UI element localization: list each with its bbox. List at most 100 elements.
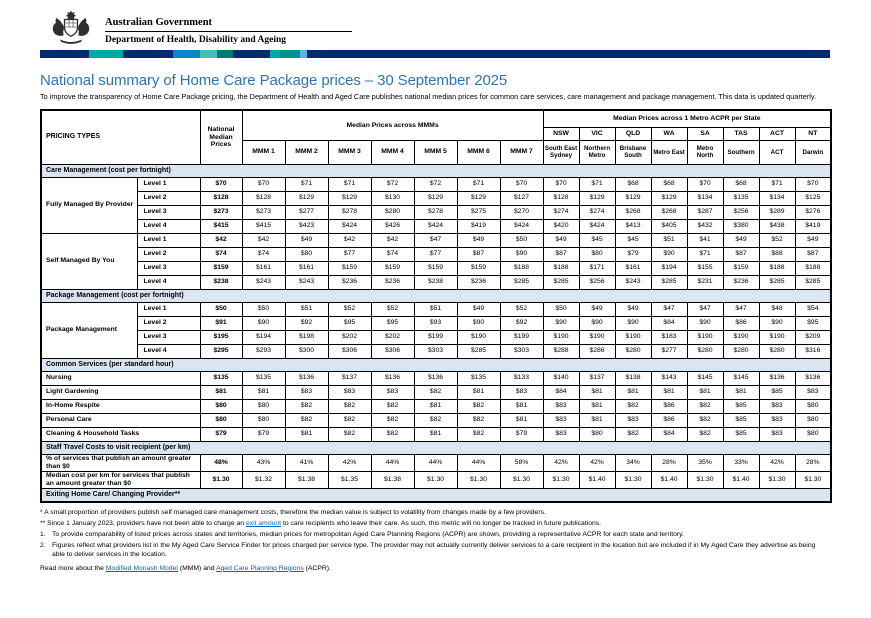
price-cell: $85 (722, 412, 760, 428)
price-cell: $49 (456, 232, 501, 248)
price-cell: $133 (499, 370, 544, 386)
price-cell: $48 (758, 301, 796, 317)
price-cell: $136 (794, 370, 832, 386)
price-cell: $42 (327, 232, 372, 248)
brand-color-bar (40, 50, 830, 58)
price-cell: $77 (413, 246, 458, 262)
col-header-state: NSW (542, 126, 580, 141)
price-cell: $41 (686, 232, 724, 248)
price-cell: $74 (241, 246, 286, 262)
price-cell: $80 (794, 412, 832, 428)
price-cell: $87 (794, 246, 832, 262)
section-title: Care Management (cost per fortnight) (40, 163, 832, 178)
price-cell: $49 (284, 232, 329, 248)
price-cell: $424 (413, 218, 458, 234)
service-label: % of services that publish an amount gre… (40, 453, 201, 473)
price-cell: $1.35 (327, 471, 372, 490)
national-median-value: $295 (199, 343, 243, 359)
price-cell: $81 (578, 384, 616, 400)
price-cell: $82 (370, 412, 415, 428)
price-cell: $188 (758, 260, 796, 276)
price-cell: $300 (284, 343, 329, 359)
price-cell: $95 (370, 315, 415, 331)
price-cell: $129 (578, 190, 616, 206)
data-row: Level 4 $295 $293 $300 $306 $306 $303 $285 $303 $… (41, 343, 832, 359)
price-cell: $161 (614, 260, 652, 276)
bar-segment (270, 50, 280, 58)
level-label: Level 4 (136, 343, 201, 359)
price-cell: $419 (456, 218, 501, 234)
data-row: Level 2 $91 $90 $92 $95 $95 $93 $90 $92 $90 $90 $90… (41, 315, 832, 331)
price-cell: $71 (327, 176, 372, 192)
price-cell: 42% (327, 453, 372, 473)
price-cell: $256 (578, 274, 616, 290)
price-cell: $84 (542, 384, 580, 400)
price-cell: 44% (370, 453, 415, 473)
price-cell: $209 (794, 329, 832, 345)
price-cell: $413 (614, 218, 652, 234)
price-cell: $1.30 (758, 471, 796, 490)
price-cell: $81 (499, 398, 544, 414)
price-cell: $285 (758, 274, 796, 290)
price-cell: $316 (794, 343, 832, 359)
price-cell: $84 (650, 315, 688, 331)
price-cell: $288 (542, 343, 580, 359)
price-cell: $274 (578, 204, 616, 220)
col-header-mmm: MMM 3 (327, 139, 372, 165)
read-more-line: Read more about the Modified Monash Mode… (40, 564, 830, 574)
price-table: PRICING TYPES National Median Prices Med… (40, 109, 833, 503)
price-cell: $77 (327, 246, 372, 262)
price-cell: $1.38 (284, 471, 329, 490)
col-header-national-median: National Median Prices (199, 109, 243, 165)
data-row: Level 2 $128 $128 $129 $129 $130 $129 $129 $127 $… (41, 190, 832, 206)
price-cell: $47 (686, 301, 724, 317)
exit-amount-link[interactable]: exit amount (245, 519, 282, 527)
section-title: Exiting Home Care/ Changing Provider** (40, 488, 832, 503)
price-cell: $129 (614, 190, 652, 206)
bar-segment (217, 50, 233, 58)
level-label: Level 1 (136, 232, 201, 248)
data-row: % of services that publish an amount gre… (40, 453, 832, 473)
price-cell: $52 (758, 232, 796, 248)
price-cell: $52 (499, 301, 544, 317)
department-title: Department of Health, Disability and Age… (105, 34, 287, 45)
price-cell: $79 (614, 246, 652, 262)
col-header-state: ACT (758, 126, 796, 141)
section-header-row: Exiting Home Care/ Changing Provider** (40, 488, 832, 503)
price-cell: $135 (456, 370, 501, 386)
intro-text: To improve the transparency of Home Care… (40, 92, 817, 101)
section-title: Staff Travel Costs to visit recipient (p… (40, 440, 832, 455)
price-cell: $83 (499, 384, 544, 400)
price-cell: $51 (650, 232, 688, 248)
col-header-state: QLD (614, 126, 652, 141)
bar-segment (40, 50, 89, 58)
price-cell: $80 (578, 426, 616, 442)
price-cell: $81 (284, 426, 329, 442)
price-cell: 28% (794, 453, 832, 473)
price-cell: $159 (370, 260, 415, 276)
data-row: Level 4 $238 $243 $243 $236 $236 $238 $236 $285 $… (41, 274, 832, 290)
price-cell: $145 (686, 370, 724, 386)
group-label: Package Management (40, 301, 138, 359)
price-cell: $130 (370, 190, 415, 206)
price-cell: $273 (241, 204, 286, 220)
data-row: Light Gardening $81 $81 $83 $83 $83 $82 $81 $83 $… (40, 384, 832, 400)
price-cell: $190 (542, 329, 580, 345)
col-header-mmm: MMM 1 (241, 139, 286, 165)
price-cell: $285 (542, 274, 580, 290)
col-header-state: WA (650, 126, 688, 141)
price-cell: $415 (241, 218, 286, 234)
price-cell: $49 (456, 301, 501, 317)
modified-monash-model-link[interactable]: Modified Monash Model (105, 564, 178, 572)
price-cell: $85 (758, 384, 796, 400)
price-cell: 41% (284, 453, 329, 473)
service-label: Cleaning & Household Tasks (40, 426, 201, 442)
bar-segment (233, 50, 270, 58)
price-cell: $1.30 (456, 471, 501, 490)
bar-segment (173, 50, 200, 58)
col-header-state: SA (686, 126, 724, 141)
national-median-value: $80 (199, 412, 243, 428)
data-row: Nursing $135 $135 $136 $137 $136 $136 $135 $133 $… (40, 370, 832, 386)
service-label: Median cost per km for services that pub… (40, 471, 201, 490)
aged-care-planning-regions-link[interactable]: Aged Care Planning Regions (216, 564, 304, 572)
